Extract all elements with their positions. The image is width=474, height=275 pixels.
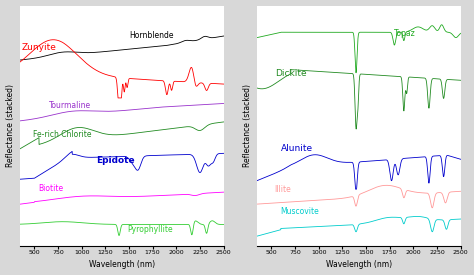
Text: Zunyite: Zunyite — [22, 43, 57, 52]
Text: Illite: Illite — [274, 185, 291, 194]
Text: Tourmaline: Tourmaline — [48, 101, 91, 110]
X-axis label: Wavelength (nm): Wavelength (nm) — [89, 260, 155, 270]
Text: Fe-rich Chlorite: Fe-rich Chlorite — [33, 131, 92, 139]
Text: Dickite: Dickite — [275, 69, 307, 78]
Text: Alunite: Alunite — [281, 144, 313, 153]
Text: Biotite: Biotite — [38, 184, 63, 193]
Text: Topaz: Topaz — [394, 29, 416, 38]
Y-axis label: Reflectance (stacked): Reflectance (stacked) — [243, 84, 252, 167]
X-axis label: Wavelength (nm): Wavelength (nm) — [326, 260, 392, 270]
Text: Pyrophyllite: Pyrophyllite — [127, 225, 173, 234]
Text: Hornblende: Hornblende — [129, 31, 173, 40]
Text: Epidote: Epidote — [96, 156, 135, 165]
Text: Muscovite: Muscovite — [280, 207, 319, 216]
Y-axis label: Reflectance (stacked): Reflectance (stacked) — [6, 84, 15, 167]
